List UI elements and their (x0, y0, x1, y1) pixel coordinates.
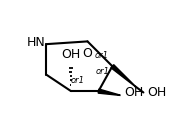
Text: or1: or1 (94, 51, 108, 60)
Polygon shape (111, 65, 135, 86)
Text: OH: OH (124, 86, 143, 99)
Text: HN: HN (27, 36, 46, 49)
Text: OH: OH (148, 86, 167, 99)
Text: O: O (83, 47, 92, 60)
Polygon shape (98, 89, 120, 95)
Text: or1: or1 (96, 67, 110, 76)
Text: OH: OH (61, 48, 80, 61)
Text: or1: or1 (71, 75, 85, 85)
